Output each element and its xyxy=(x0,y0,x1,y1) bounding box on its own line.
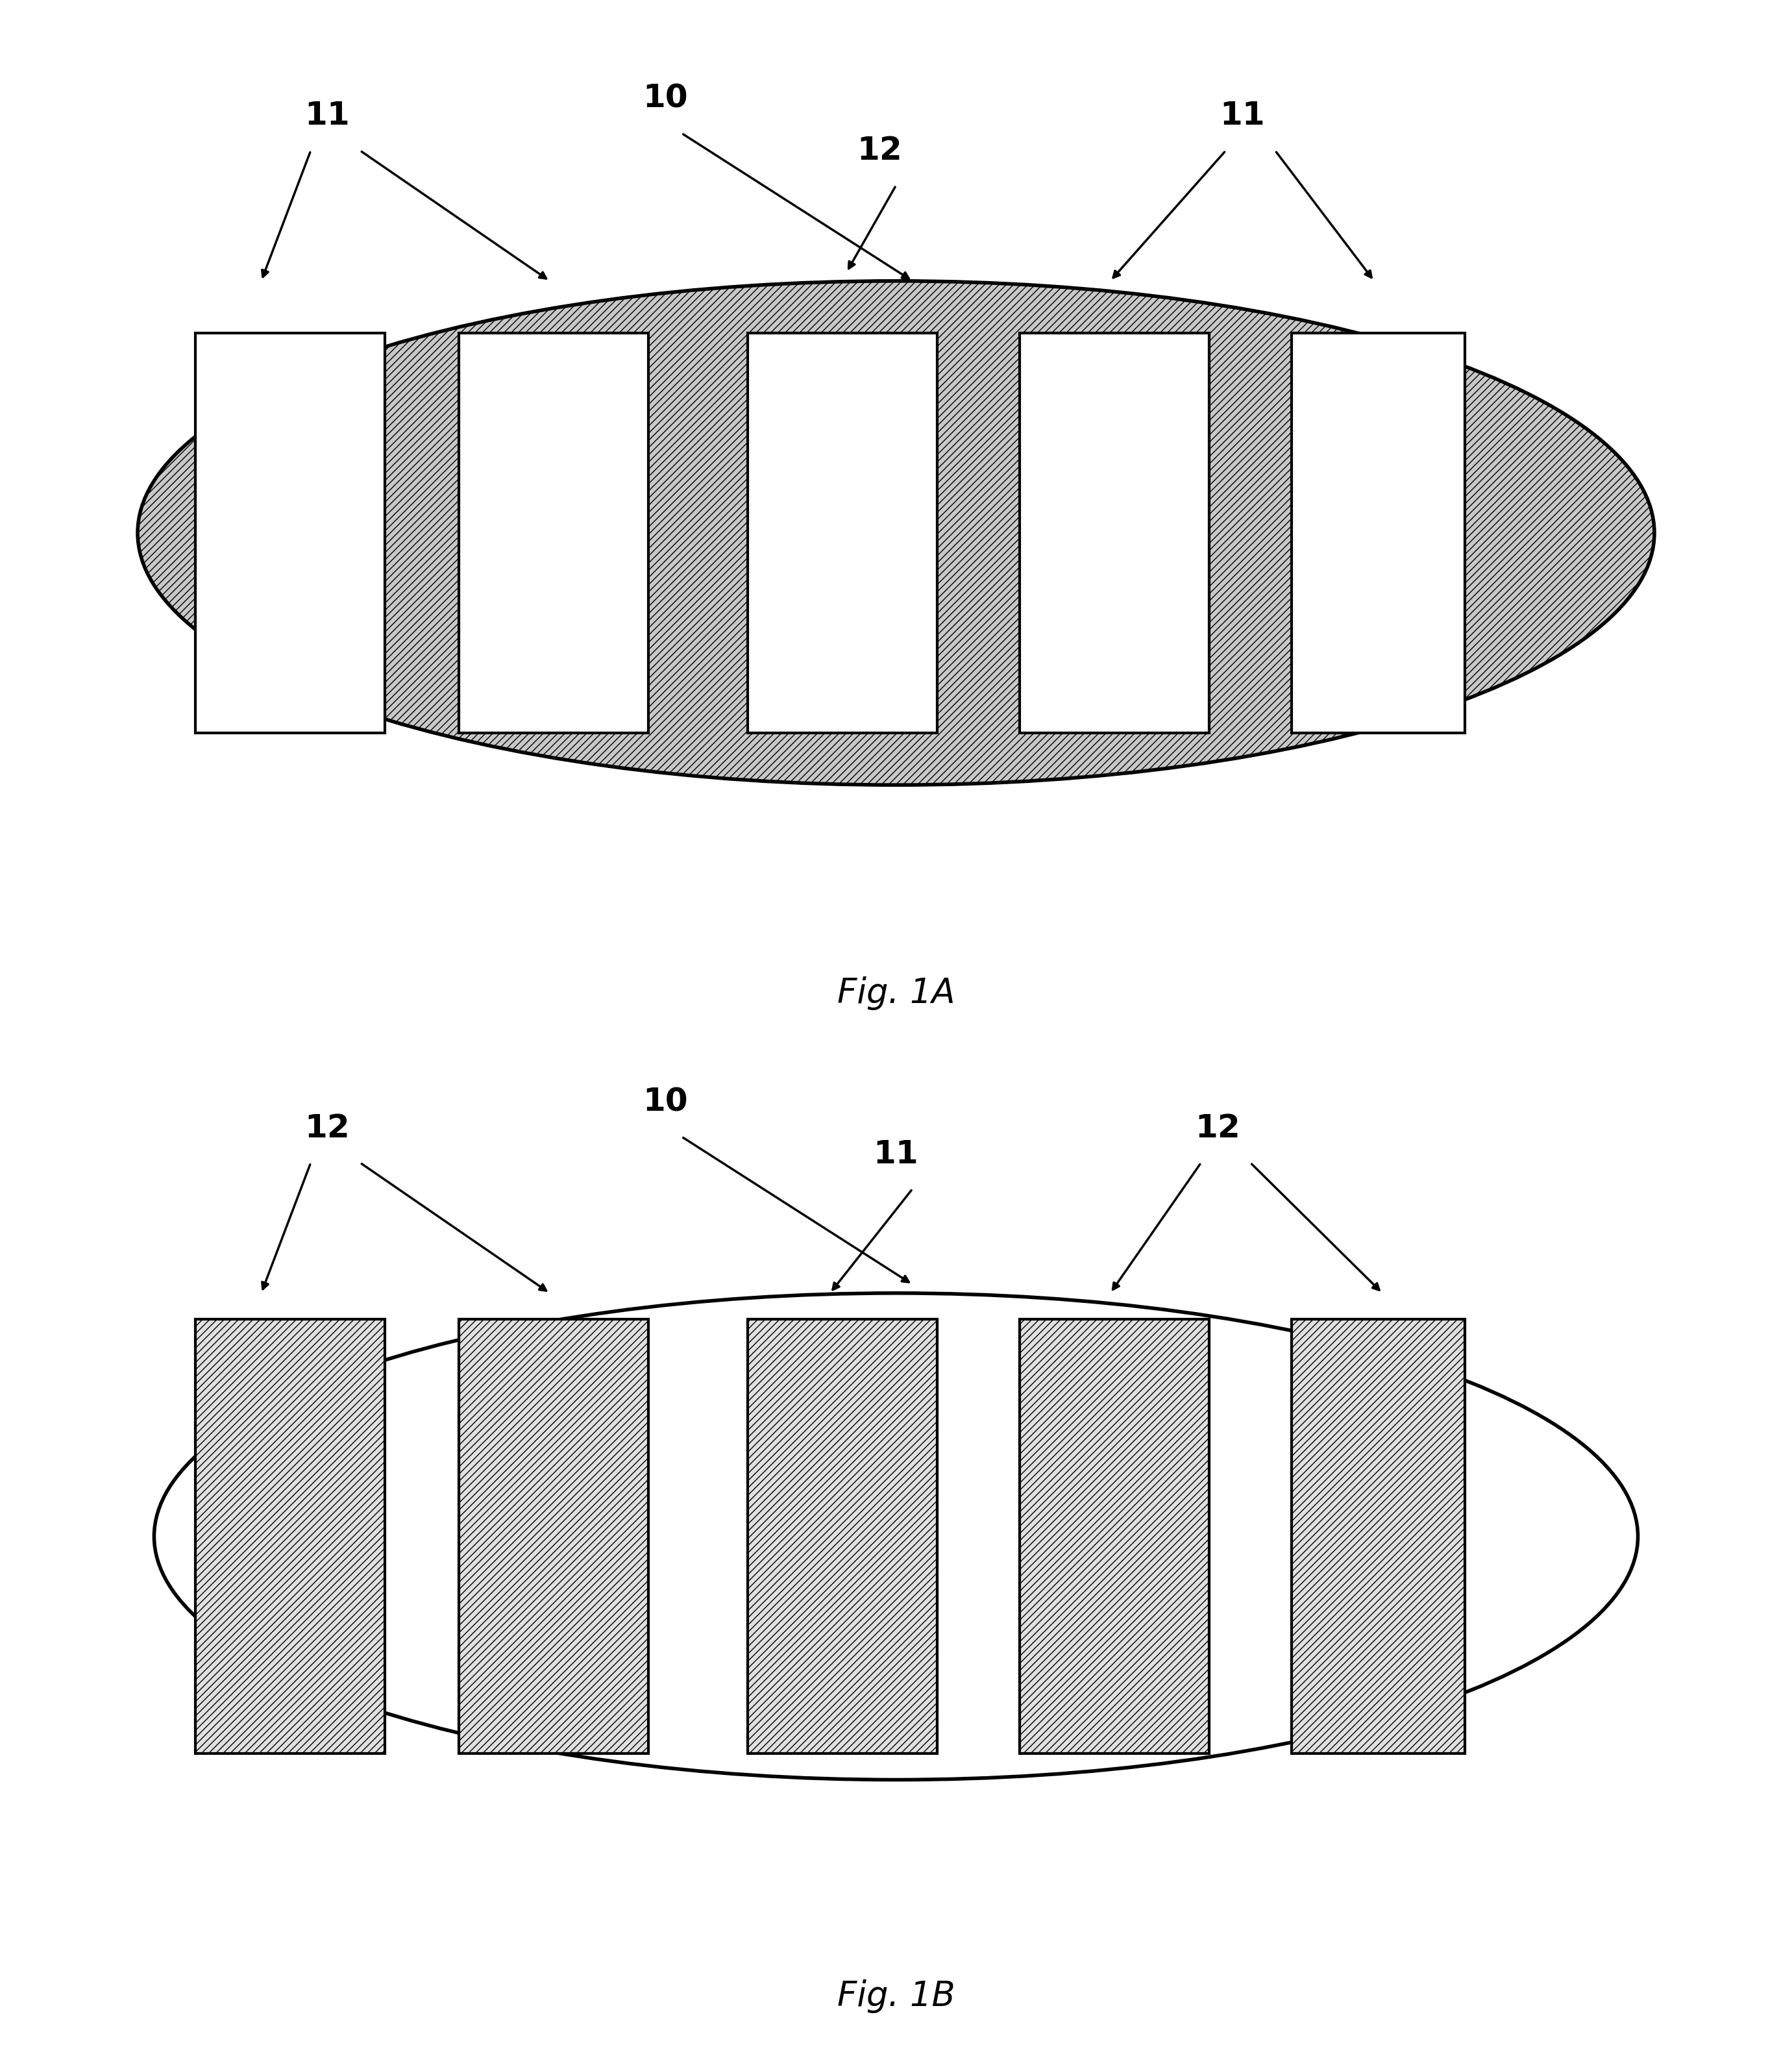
Bar xyxy=(195,1320,385,1755)
Text: 12: 12 xyxy=(1195,1113,1240,1144)
Bar xyxy=(747,333,937,732)
Bar xyxy=(1020,333,1210,732)
Text: 10: 10 xyxy=(643,83,688,114)
Bar xyxy=(1292,333,1464,732)
Ellipse shape xyxy=(154,1293,1638,1779)
Bar xyxy=(195,333,385,732)
Bar xyxy=(1292,1320,1464,1755)
Bar xyxy=(1020,1320,1210,1755)
Text: Fig. 1B: Fig. 1B xyxy=(837,1980,955,2013)
Bar xyxy=(459,1320,649,1755)
Ellipse shape xyxy=(138,281,1654,784)
Text: Fig. 1A: Fig. 1A xyxy=(837,977,955,1010)
Text: 11: 11 xyxy=(873,1138,919,1169)
Text: 12: 12 xyxy=(305,1113,349,1144)
Text: 11: 11 xyxy=(305,99,349,132)
Text: 10: 10 xyxy=(643,1086,688,1117)
Bar xyxy=(459,333,649,732)
Text: 11: 11 xyxy=(1220,99,1265,132)
Bar xyxy=(747,1320,937,1755)
Text: 12: 12 xyxy=(857,134,901,166)
